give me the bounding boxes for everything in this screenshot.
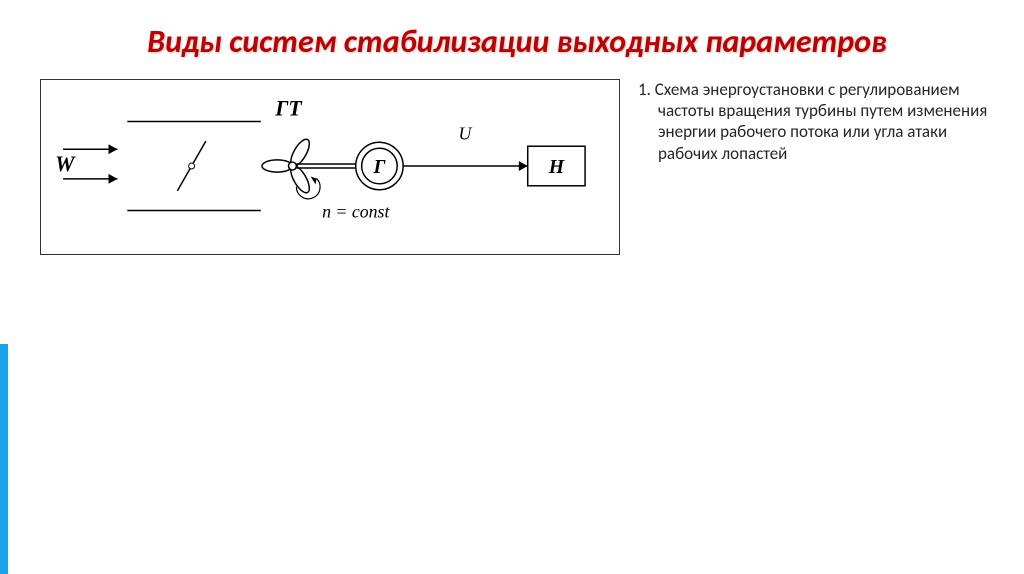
svg-text:Г: Г bbox=[372, 156, 386, 178]
accent-bar bbox=[0, 344, 8, 574]
content-row: W ГТ n = const Г Н U 1. Схема энергоустановки… bbox=[40, 79, 994, 255]
desc-number: 1. bbox=[638, 79, 651, 100]
energy-diagram: W ГТ n = const Г Н U bbox=[40, 79, 620, 255]
description: 1. Схема энергоустановки с регулирование… bbox=[638, 79, 994, 164]
svg-text:W: W bbox=[55, 152, 76, 176]
page-title: Виды систем стабилизации выходных параме… bbox=[40, 24, 994, 61]
svg-text:n = const: n = const bbox=[322, 201, 390, 221]
svg-text:U: U bbox=[459, 123, 473, 143]
svg-text:ГТ: ГТ bbox=[274, 96, 302, 120]
desc-text: Схема энергоустановки с регулированием ч… bbox=[655, 79, 988, 164]
svg-text:Н: Н bbox=[548, 156, 565, 178]
